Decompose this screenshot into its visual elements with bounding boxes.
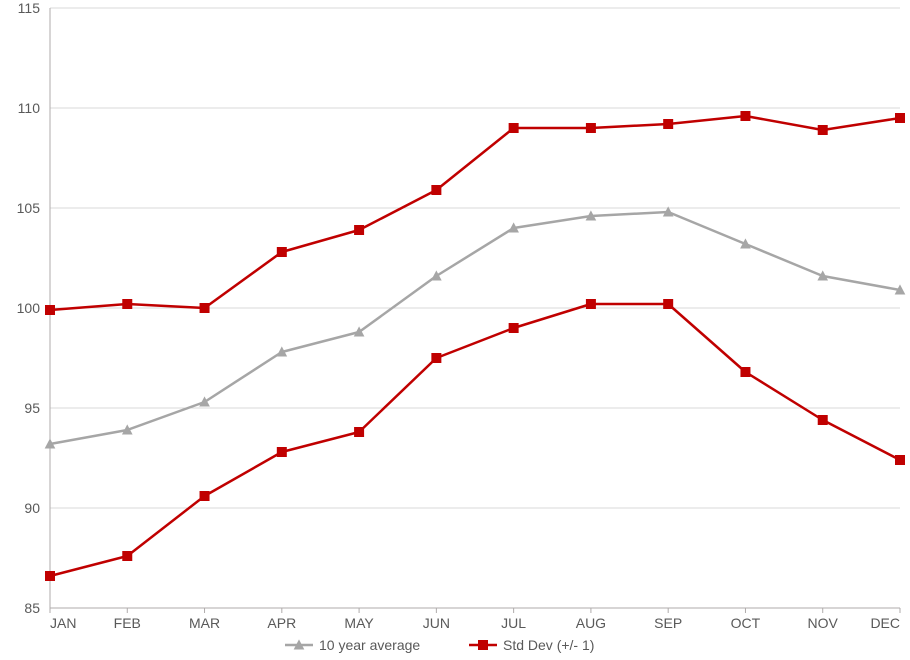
x-tick-label: MAR — [189, 615, 220, 631]
marker-square — [741, 368, 750, 377]
x-tick-label: OCT — [731, 615, 761, 631]
y-tick-label: 115 — [18, 0, 41, 16]
legend-label: Std Dev (+/- 1) — [503, 637, 594, 653]
marker-square — [355, 428, 364, 437]
marker-square — [818, 416, 827, 425]
marker-square — [509, 124, 518, 133]
x-tick-label: FEB — [114, 615, 141, 631]
marker-square — [277, 448, 286, 457]
marker-square — [200, 304, 209, 313]
marker-square — [818, 126, 827, 135]
marker-square — [586, 124, 595, 133]
marker-square — [479, 641, 488, 650]
x-tick-label: DEC — [870, 615, 900, 631]
marker-square — [509, 324, 518, 333]
marker-square — [432, 354, 441, 363]
x-tick-label: APR — [267, 615, 296, 631]
y-tick-label: 105 — [17, 200, 41, 216]
marker-square — [664, 300, 673, 309]
marker-square — [277, 248, 286, 257]
line-chart: 85 90 95 100 105 110 115 JAN FEB MAR APR MAY JUN JUL A… — [0, 0, 910, 660]
y-tick-label: 110 — [18, 100, 41, 116]
marker-square — [123, 552, 132, 561]
x-tick-label: AUG — [576, 615, 606, 631]
marker-square — [664, 120, 673, 129]
marker-square — [586, 300, 595, 309]
x-tick-label: NOV — [808, 615, 839, 631]
x-tick-label: JAN — [50, 615, 76, 631]
x-tick-label: JUL — [501, 615, 526, 631]
marker-square — [46, 306, 55, 315]
marker-square — [123, 300, 132, 309]
chart-svg: 85 90 95 100 105 110 115 JAN FEB MAR APR MAY JUN JUL A… — [0, 0, 910, 660]
y-tick-label: 85 — [24, 600, 40, 616]
x-tick-label: JUN — [423, 615, 450, 631]
marker-square — [896, 114, 905, 123]
marker-square — [432, 186, 441, 195]
x-tick-label: SEP — [654, 615, 682, 631]
y-tick-label: 95 — [24, 400, 40, 416]
marker-square — [741, 112, 750, 121]
legend-label: 10 year average — [319, 637, 420, 653]
y-tick-label: 90 — [24, 500, 40, 516]
marker-square — [200, 492, 209, 501]
y-tick-label: 100 — [17, 300, 41, 316]
marker-square — [355, 226, 364, 235]
marker-square — [46, 572, 55, 581]
x-tick-label: MAY — [344, 615, 374, 631]
marker-square — [896, 456, 905, 465]
